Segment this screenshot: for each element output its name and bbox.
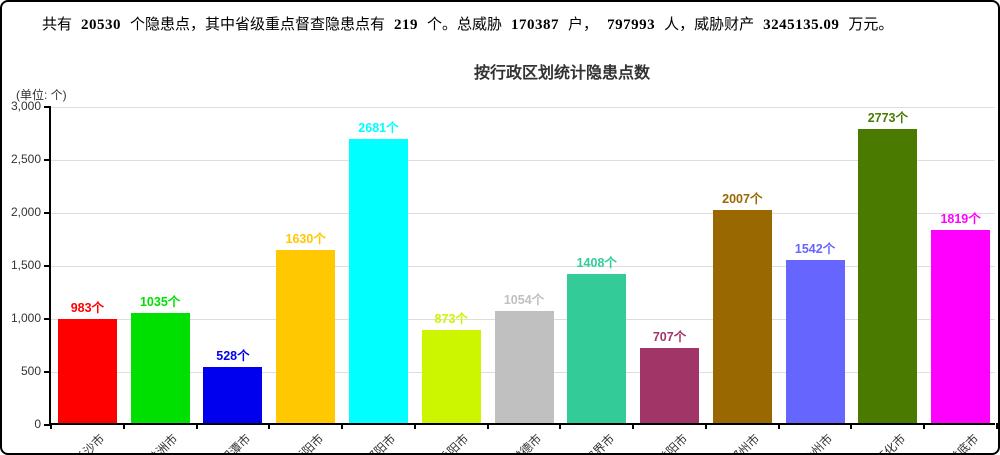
bar-2[interactable] [130, 313, 190, 423]
y-axis-tick [44, 265, 51, 267]
bar-value-label: 1035个 [139, 295, 181, 310]
y-axis-tick [44, 371, 51, 373]
bar-value-label: 1819个 [940, 212, 981, 227]
x-axis-tick [50, 423, 52, 429]
bar-12[interactable] [858, 129, 918, 423]
y-gridline [51, 265, 995, 267]
x-axis-tick [413, 423, 416, 429]
summary-text-segment: 共有 [42, 17, 73, 33]
summary-text-segment: 个。总威胁 [427, 17, 503, 33]
y-gridline [51, 212, 995, 214]
summary-text-segment: 个隐患点，其中省级重点督查隐患点有 [130, 17, 386, 33]
x-axis-tick [632, 423, 635, 429]
chart-title: 按行政区划统计隐患点数 [473, 65, 650, 82]
summary-number: 219 [394, 17, 419, 33]
x-axis-tick [341, 423, 344, 429]
plot-area: 0 500 1,000 1,500 2,000 2,500 3,000 983个长沙市 1035… [11, 99, 998, 453]
y-axis-label: 0 [34, 417, 41, 431]
bar-10[interactable] [712, 210, 772, 423]
y-axis-label: 2,500 [10, 152, 41, 166]
bar-11[interactable] [785, 259, 845, 423]
bar-value-label: 2773个 [867, 111, 908, 126]
bar-7[interactable] [494, 311, 554, 423]
summary-text-segment: 万元。 [848, 17, 894, 33]
summary-number: 3245135.09 [763, 17, 840, 33]
y-axis-label: 1,500 [10, 258, 41, 272]
x-axis-tick [777, 423, 780, 429]
x-axis-tick [486, 423, 489, 429]
bar-value-label: 1054个 [503, 293, 545, 308]
bar-value-label: 528个 [216, 349, 250, 364]
bar-value-label: 1408个 [576, 255, 617, 270]
x-axis-tick [559, 423, 562, 429]
y-axis-label: 2,000 [10, 205, 41, 219]
x-axis-tick [923, 423, 926, 429]
y-axis-tick [44, 318, 51, 320]
y-axis-tick [44, 212, 51, 214]
summary-number: 20530 [81, 17, 122, 33]
y-axis-tick [44, 424, 51, 426]
y-axis-tick [44, 159, 51, 161]
bar-6[interactable] [421, 330, 481, 423]
y-gridline [51, 159, 995, 161]
y-gridline [51, 106, 995, 108]
y-axis-label: 1,000 [10, 311, 41, 325]
bar-1[interactable] [57, 318, 117, 423]
bar-value-label: 1630个 [285, 232, 326, 247]
bar-9[interactable] [640, 348, 700, 423]
y-axis-label: 500 [20, 364, 41, 378]
bar-value-label: 2007个 [722, 192, 763, 207]
summary-text: 共有 20530 个隐患点，其中省级重点督查隐患点有 219 个。总威胁 170387 户，… [42, 13, 893, 34]
x-axis-tick [704, 423, 707, 429]
bar-4[interactable] [276, 250, 336, 423]
x-axis-tick [122, 423, 125, 429]
summary-text-segment: 人，威胁财产 [664, 17, 755, 33]
x-axis-tick [850, 423, 853, 429]
x-axis-label: 长沙市 [72, 431, 108, 455]
x-axis-tick [996, 423, 998, 429]
bar-value-label: 707个 [652, 330, 687, 345]
unit-label: (单位: 个) [16, 88, 67, 102]
bar-13[interactable] [931, 230, 991, 423]
bar-8[interactable] [567, 273, 627, 423]
summary-number: 170387 [511, 17, 560, 33]
y-axis-label: 3,000 [10, 99, 41, 113]
bar-value-label: 1542个 [794, 241, 836, 256]
y-axis-tick [44, 106, 51, 108]
x-axis-tick [268, 423, 271, 429]
bar-value-label: 873个 [434, 312, 468, 327]
bar-5[interactable] [348, 138, 408, 423]
summary-number: 797993 [607, 17, 656, 33]
summary-text-segment: 户， [568, 17, 599, 33]
bar-3[interactable] [203, 367, 263, 423]
bar-value-label: 983个 [70, 300, 105, 315]
x-axis-tick [195, 423, 198, 429]
bar-value-label: 2681个 [358, 120, 399, 135]
